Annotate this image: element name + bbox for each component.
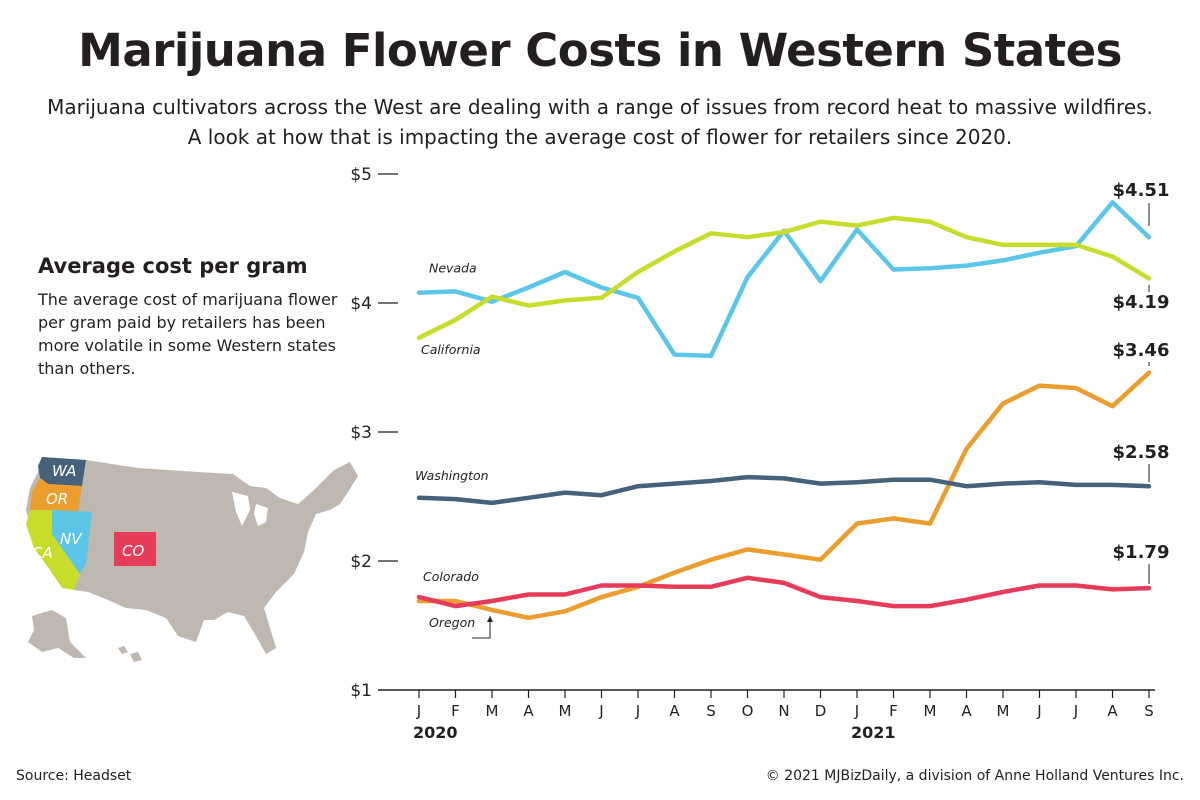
- colorado-state: [114, 532, 156, 566]
- x-tick-label: F: [889, 702, 898, 720]
- chart-lines: [416, 200, 1152, 621]
- map-label-wa: WA: [52, 462, 76, 480]
- sidebar-heading: Average cost per gram: [38, 254, 308, 278]
- sidebar-text: The average cost of marijuana flower per…: [38, 290, 338, 378]
- x-tick-label: J: [635, 702, 640, 720]
- y-tick-label: $4: [350, 294, 372, 314]
- map-label-co: CO: [122, 542, 144, 560]
- hawaii-shape: [118, 646, 142, 662]
- x-tick-label: A: [1107, 702, 1118, 720]
- x-tick-label: S: [1144, 702, 1154, 720]
- oregon-state: [30, 478, 82, 512]
- map-label-nv: NV: [60, 530, 83, 548]
- map-label-ca: CA: [32, 544, 53, 562]
- oregon-pointer-line: [472, 616, 491, 639]
- alaska-shape: [28, 610, 86, 658]
- washington-state: [38, 457, 86, 486]
- us-map-shape: [26, 457, 358, 654]
- x-tick-label: M: [486, 702, 499, 720]
- x-tick-label: J: [416, 702, 421, 720]
- x-tick-label: O: [742, 702, 754, 720]
- y-tick-label: $5: [350, 165, 372, 185]
- chart-labels: Nevada California Oregon Washington Colorado…: [415, 180, 1170, 639]
- x-tick-label: J: [1073, 702, 1078, 720]
- series-line-washington: [416, 474, 1152, 506]
- map-label-or: OR: [46, 490, 68, 508]
- end-value-oregon: $3.46: [1113, 340, 1170, 361]
- year-label: 2020: [413, 723, 458, 742]
- y-tick-label: $3: [350, 423, 372, 443]
- x-tick-label: A: [523, 702, 534, 720]
- lake-shape: [232, 492, 250, 526]
- y-tick-label: $2: [350, 552, 372, 572]
- y-tick-label: $1: [350, 681, 372, 701]
- x-tick-label: D: [815, 702, 827, 720]
- series-line-colorado: [416, 575, 1152, 609]
- x-tick-label: N: [778, 702, 789, 720]
- x-tick-label: M: [997, 702, 1010, 720]
- x-tick-label: J: [1036, 702, 1041, 720]
- x-tick-label: J: [854, 702, 859, 720]
- end-value-colorado: $1.79: [1113, 542, 1170, 563]
- california-state: [26, 510, 80, 590]
- end-value-nevada: $4.51: [1113, 180, 1170, 201]
- series-line-oregon: [416, 370, 1152, 621]
- us-map: WA OR CA NV CO: [26, 457, 358, 662]
- series-name-oregon: Oregon: [429, 615, 475, 630]
- series-name-california: California: [421, 342, 481, 357]
- year-label: 2021: [851, 723, 896, 742]
- x-tick-label: A: [961, 702, 972, 720]
- series-name-nevada: Nevada: [429, 261, 477, 276]
- end-value-washington: $2.58: [1113, 442, 1170, 463]
- x-tick-label: A: [669, 702, 680, 720]
- chart-axes: $1 $2 $3 $4 $5 J F M A M J J A S O N D J F M A M J J A S 2020 2021: [350, 165, 1155, 742]
- source-note: Source: Headset: [16, 768, 132, 784]
- x-tick-label: M: [924, 702, 937, 720]
- nevada-state: [52, 510, 92, 574]
- series-line-nevada: [416, 200, 1152, 359]
- series-name-colorado: Colorado: [423, 569, 479, 584]
- oregon-pointer-arrow: [487, 616, 493, 623]
- series-name-washington: Washington: [415, 468, 489, 483]
- chart-subtitle: Marijuana cultivators across the West ar…: [47, 95, 1153, 149]
- x-tick-label: S: [706, 702, 716, 720]
- x-tick-label: M: [559, 702, 572, 720]
- x-tick-label: J: [598, 702, 603, 720]
- lake-shape: [254, 504, 268, 526]
- x-tick-label: F: [451, 702, 460, 720]
- series-line-california: [416, 215, 1152, 341]
- end-value-california: $4.19: [1113, 292, 1170, 313]
- chart-title: Marijuana Flower Costs in Western States: [78, 24, 1122, 77]
- credit-note: © 2021 MJBizDaily, a division of Anne Ho…: [765, 768, 1184, 784]
